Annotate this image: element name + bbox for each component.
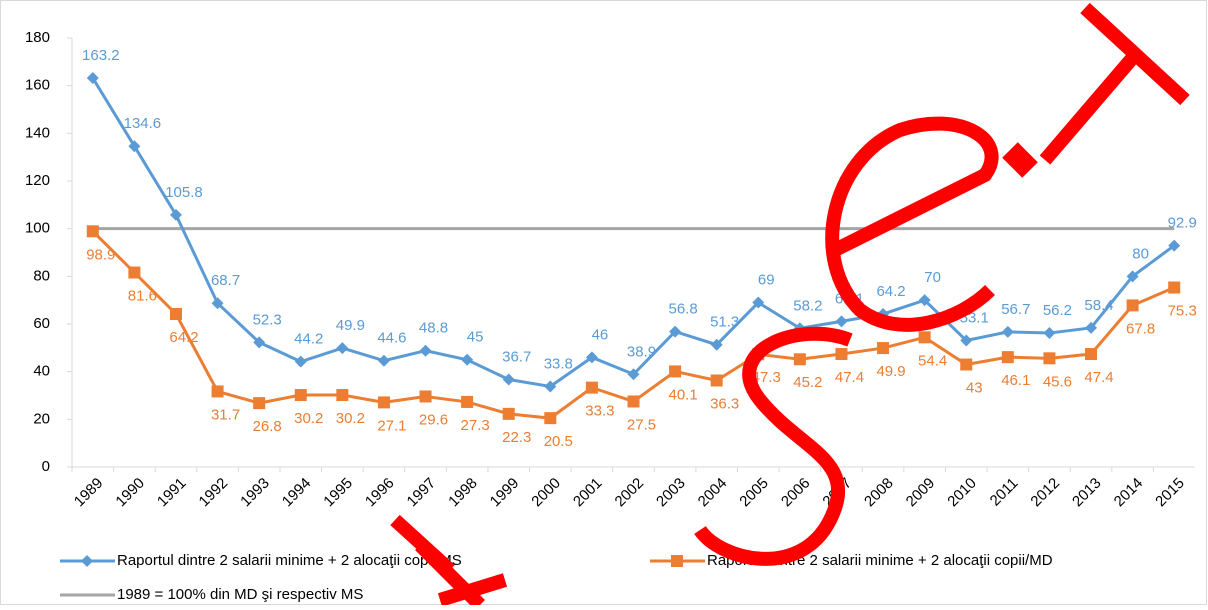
data-label: 26.8: [253, 418, 282, 435]
marker: [1002, 351, 1014, 363]
marker: [336, 389, 348, 401]
marker: [711, 374, 723, 386]
marker: [960, 359, 972, 371]
data-label: 92.9: [1168, 215, 1197, 232]
data-label: 30.2: [294, 410, 323, 427]
marker: [877, 342, 889, 354]
data-label: 64.2: [169, 329, 198, 346]
chart: 0204060801001201401601801989199019911992…: [0, 0, 1208, 605]
y-tick-label: 160: [25, 77, 50, 94]
data-label: 47.4: [835, 369, 864, 386]
data-label: 44.6: [377, 330, 406, 347]
marker: [87, 225, 99, 237]
data-label: 68.7: [211, 272, 240, 289]
marker: [170, 308, 182, 320]
marker: [128, 267, 140, 279]
marker: [295, 389, 307, 401]
marker: [503, 408, 515, 420]
data-label: 56.2: [1043, 302, 1072, 319]
y-tick-label: 40: [33, 363, 50, 380]
marker: [378, 396, 390, 408]
marker: [1043, 352, 1055, 364]
data-label: 52.3: [253, 311, 282, 328]
marker: [669, 365, 681, 377]
data-label: 47.4: [1084, 369, 1113, 386]
data-label: 27.5: [627, 416, 656, 433]
y-tick-label: 140: [25, 124, 50, 141]
marker: [544, 412, 556, 424]
data-label: 27.3: [461, 417, 490, 434]
data-label: 51.3: [710, 314, 739, 331]
data-label: 56.7: [1001, 301, 1030, 318]
data-label: 45.2: [793, 374, 822, 391]
data-label: 22.3: [502, 429, 531, 446]
y-tick-label: 120: [25, 172, 50, 189]
data-label: 58.4: [1084, 297, 1113, 314]
y-tick-label: 20: [33, 410, 50, 427]
data-label: 105.8: [165, 184, 203, 201]
marker: [253, 397, 265, 409]
marker: [586, 382, 598, 394]
data-label: 75.3: [1168, 303, 1197, 320]
data-label: 134.6: [124, 115, 162, 132]
marker: [835, 348, 847, 360]
marker: [1168, 282, 1180, 294]
data-label: 54.4: [918, 352, 947, 369]
data-label: 69: [758, 272, 775, 289]
marker: [212, 385, 224, 397]
data-label: 31.7: [211, 406, 240, 423]
y-tick-label: 180: [25, 29, 50, 46]
data-label: 33.8: [544, 355, 573, 372]
data-label: 36.3: [710, 395, 739, 412]
marker: [628, 395, 640, 407]
data-label: 27.1: [377, 417, 406, 434]
data-label: 33.3: [585, 403, 614, 420]
marker: [1127, 299, 1139, 311]
y-tick-label: 60: [33, 315, 50, 332]
y-tick-label: 100: [25, 220, 50, 237]
y-tick-label: 0: [42, 458, 50, 475]
data-label: 70: [924, 269, 941, 286]
data-label: 48.8: [419, 320, 448, 337]
data-label: 45.6: [1043, 373, 1072, 390]
legend-label: Raportul dintre 2 salarii minime + 2 alo…: [117, 552, 462, 569]
data-label: 46: [592, 326, 609, 343]
scribble-dot: [1010, 150, 1030, 170]
data-label: 20.5: [544, 433, 573, 450]
data-label: 58.2: [793, 297, 822, 314]
data-label: 38.9: [627, 343, 656, 360]
data-label: 43: [966, 379, 983, 396]
marker: [461, 396, 473, 408]
data-label: 46.1: [1001, 372, 1030, 389]
data-label: 80: [1132, 245, 1149, 262]
marker: [420, 390, 432, 402]
data-label: 49.9: [876, 363, 905, 380]
data-label: 29.6: [419, 411, 448, 428]
data-label: 163.2: [82, 47, 120, 64]
marker: [794, 353, 806, 365]
data-label: 64.2: [876, 283, 905, 300]
data-label: 30.2: [336, 410, 365, 427]
data-label: 67.8: [1126, 320, 1155, 337]
marker: [1085, 348, 1097, 360]
data-label: 56.8: [668, 301, 697, 318]
y-tick-label: 80: [33, 267, 50, 284]
data-label: 81.6: [128, 287, 157, 304]
data-label: 45: [467, 329, 484, 346]
data-label: 98.9: [86, 246, 115, 263]
data-label: 49.9: [336, 317, 365, 334]
legend-marker: [671, 555, 683, 567]
data-label: 40.1: [668, 386, 697, 403]
legend-label: 1989 = 100% din MD şi respectiv MS: [117, 586, 363, 603]
data-label: 36.7: [502, 349, 531, 366]
marker: [919, 331, 931, 343]
data-label: 44.2: [294, 331, 323, 348]
